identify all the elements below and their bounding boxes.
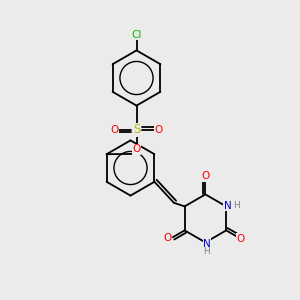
Text: O: O [132, 144, 141, 154]
Text: O: O [110, 124, 118, 135]
Text: Cl: Cl [131, 30, 142, 40]
Text: O: O [164, 233, 172, 243]
Text: N: N [203, 239, 211, 249]
Text: O: O [154, 124, 163, 135]
Text: O: O [237, 234, 245, 244]
Text: N: N [224, 201, 232, 211]
Text: S: S [133, 123, 140, 136]
Text: O: O [201, 171, 209, 181]
Text: H: H [203, 247, 210, 256]
Text: H: H [233, 201, 239, 210]
